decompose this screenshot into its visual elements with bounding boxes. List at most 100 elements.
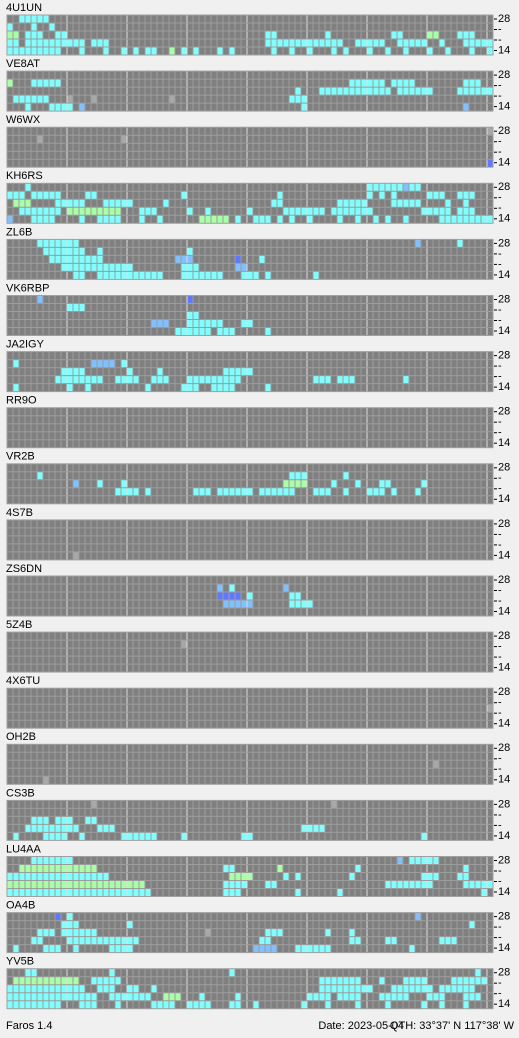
station-name: KH6RS [6,170,43,182]
band-label: - [498,809,502,821]
signal-cell [67,95,73,104]
grid-background [7,295,493,336]
band-label: 14 [498,101,510,113]
signal-cell [385,1000,391,1009]
signal-cell [235,255,241,264]
band-label: - [498,371,502,383]
signal-cell [397,856,403,865]
station-name: JA2IGY [6,339,45,351]
signal-cell [337,199,367,208]
signal-cell [79,1000,97,1009]
signal-cell [205,207,211,216]
signal-cell [187,375,241,384]
signal-cell [31,23,37,31]
signal-cell [31,856,73,865]
signal-cell [91,39,109,47]
grid-border [6,70,494,112]
signal-cell [115,1000,121,1009]
signal-cell [217,327,235,336]
signal-cell [139,215,145,224]
signal-cell [421,872,439,881]
signal-cell [439,936,457,945]
grid-border [6,912,494,954]
signal-cell [187,295,193,304]
band-label: - [498,651,502,663]
band-label: 14 [498,942,510,954]
signal-cell [349,928,355,937]
band-label: - [498,977,502,989]
band-label: - [498,360,502,372]
band-label: 28 [498,630,510,642]
signal-cell [487,47,493,55]
signal-cell [163,992,181,1001]
band-label: 28 [498,69,510,81]
signal-cell [331,479,337,488]
signal-cell [331,207,373,216]
signal-cell [217,47,223,55]
signal-cell [463,199,469,208]
signal-cell [7,79,13,88]
band-label: 28 [498,967,510,979]
signal-cell [151,319,169,328]
signal-cell [421,1000,427,1009]
band-label: - [498,146,502,158]
signal-cell [7,872,109,881]
signal-cell [67,207,121,216]
station-name: 4S7B [6,507,33,519]
signal-cell [73,551,79,560]
signal-cell [43,776,49,785]
signal-cell [469,920,475,929]
signal-cell [307,47,313,55]
band-label: 14 [498,325,510,337]
signal-cell [265,383,271,392]
station-name: YV5B [6,956,34,968]
band-label: - [498,472,502,484]
signal-cell [421,832,427,841]
grid-border [6,799,494,841]
signal-cell [79,47,85,55]
station-name: 5Z4B [6,619,32,631]
grid-background [7,688,493,729]
signal-cell [289,471,307,480]
signal-cell [55,199,85,208]
signal-cell [181,832,187,841]
signal-cell [13,976,79,985]
signal-cell [235,215,241,224]
signal-cell [415,487,421,496]
signal-cell [325,1000,331,1009]
grid-border [6,182,494,224]
band-label: - [498,34,502,46]
signal-cell [13,383,19,392]
band-label: 14 [498,44,510,56]
signal-cell [91,800,97,809]
band-label: - [498,427,502,439]
signal-cell [469,47,475,55]
band-label: 14 [498,549,510,561]
signal-cell [109,992,151,1001]
band-label: 28 [498,13,510,25]
band-label: - [498,314,502,326]
signal-cell [181,191,187,200]
band-label: - [498,136,502,148]
signal-cell [97,984,115,993]
signal-cell [277,864,283,873]
band-label: 28 [498,237,510,249]
band-label: 14 [498,493,510,505]
band-label: 14 [498,157,510,169]
signal-cell [37,295,43,304]
signal-cell [481,888,487,897]
band-label: 14 [498,774,510,786]
band-label: 28 [498,462,510,474]
signal-cell [457,31,475,39]
band-label: 14 [498,381,510,393]
signal-cell [391,984,433,993]
signal-cell [127,920,133,929]
signal-cell [457,239,463,248]
